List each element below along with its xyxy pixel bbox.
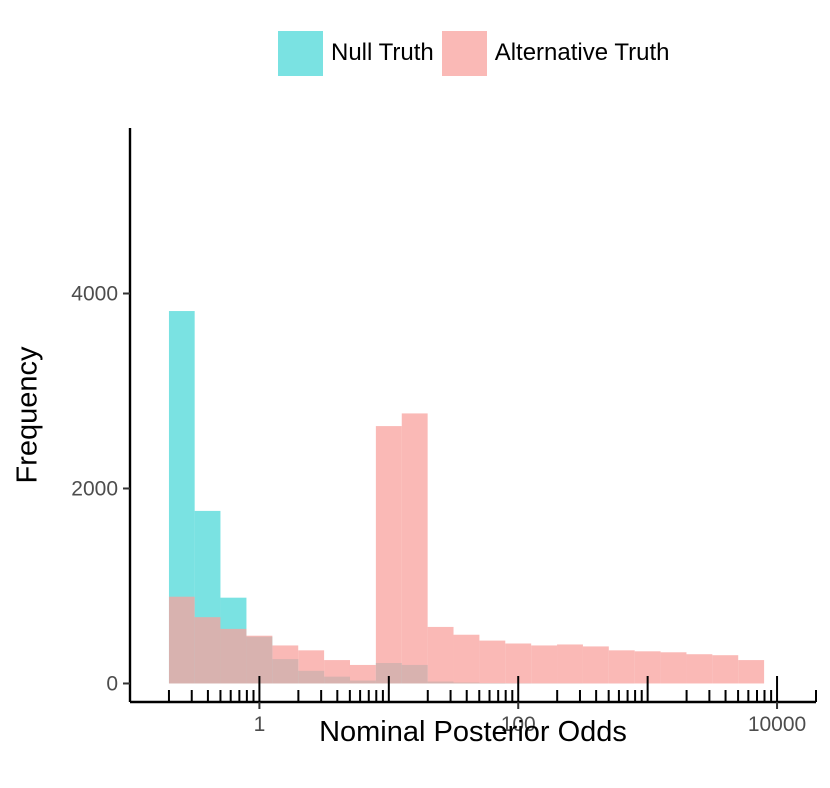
- legend: Null Truth Alternative Truth: [278, 30, 677, 76]
- bar-alternative-5: [298, 650, 325, 684]
- bar-alternative-17: [608, 650, 635, 684]
- bar-alternative-12: [479, 640, 506, 684]
- y-axis-title: Frequency: [11, 346, 44, 484]
- bar-alternative-0: [168, 596, 195, 684]
- bar-alternative-21: [712, 655, 739, 684]
- bar-alternative-19: [660, 652, 687, 684]
- legend-key-alternative: [441, 30, 487, 76]
- bar-alternative-22: [738, 660, 765, 684]
- legend-item-null: Null Truth: [278, 30, 434, 76]
- y-tick-label: 0: [106, 672, 118, 695]
- bar-alternative-3: [246, 635, 273, 684]
- x-axis-title: Nominal Posterior Odds: [319, 716, 627, 748]
- x-tick-label: 1: [254, 713, 266, 736]
- bar-alternative-8: [375, 426, 402, 684]
- bar-alternative-16: [582, 646, 609, 684]
- bar-alternative-11: [453, 634, 480, 684]
- bar-alternative-15: [557, 644, 583, 684]
- x-tick-label: 10000: [748, 713, 806, 736]
- bar-alternative-7: [349, 664, 376, 684]
- bar-alternative-6: [324, 660, 350, 684]
- bar-alternative-9: [401, 413, 428, 684]
- bar-alternative-14: [531, 645, 558, 684]
- y-tick-label: 4000: [71, 282, 118, 305]
- legend-label-alternative: Alternative Truth: [494, 39, 670, 66]
- bar-alternative-2: [220, 628, 247, 684]
- legend-item-alternative: Alternative Truth: [441, 30, 670, 76]
- legend-key-null: [278, 30, 323, 76]
- legend-label-null: Null Truth: [331, 39, 434, 66]
- bar-alternative-4: [272, 645, 299, 684]
- bar-alternative-1: [194, 617, 221, 684]
- bar-alternative-10: [427, 626, 454, 684]
- bar-alternative-20: [686, 654, 713, 684]
- y-tick-label: 2000: [71, 477, 118, 500]
- x-tick-label: 100: [501, 713, 536, 736]
